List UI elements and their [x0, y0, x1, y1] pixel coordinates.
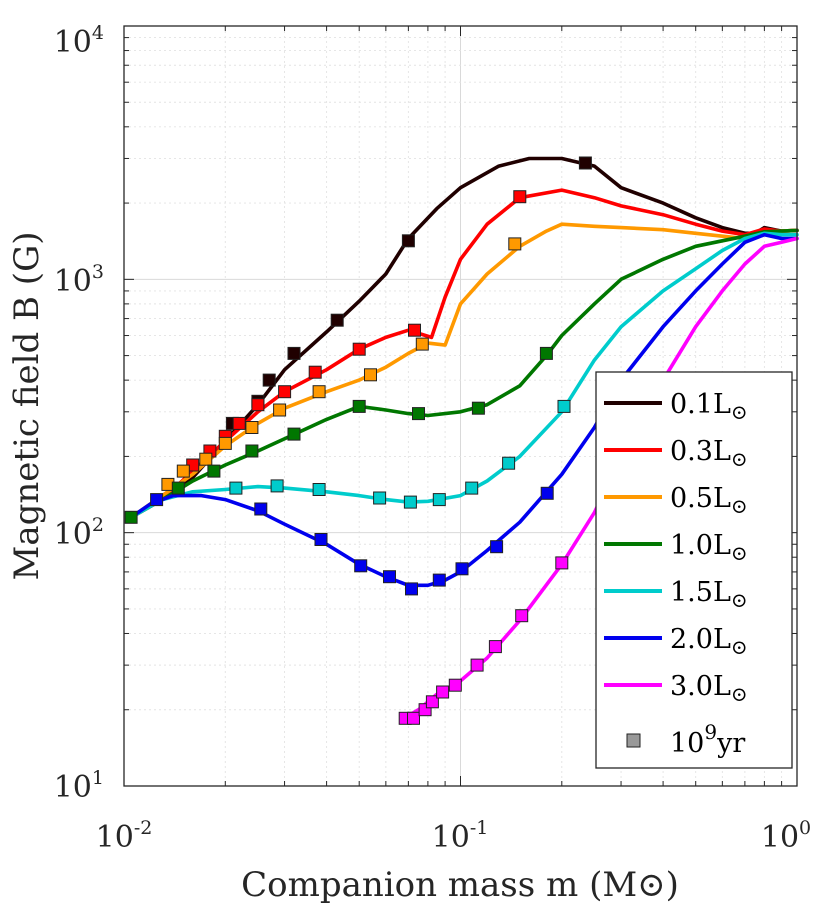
series-marker-1	[513, 190, 527, 204]
series-marker-2	[199, 452, 213, 466]
series-marker-6	[436, 685, 450, 699]
series-marker-2	[218, 436, 232, 450]
series-line-1	[129, 188, 799, 520]
series-marker-0	[401, 234, 415, 248]
legend-box	[595, 371, 793, 769]
series-marker-3	[539, 346, 553, 360]
series-marker-1	[251, 398, 265, 412]
x-axis-title: Companion mass m (M⊙)	[241, 865, 679, 905]
series-marker-6	[470, 658, 484, 672]
series-marker-4	[270, 479, 284, 493]
legend: 0.1L⊙ 0.3L⊙ 0.5L⊙ 1.0L⊙ 1.5L⊙ 2.0L⊙ 3.0L…	[595, 371, 793, 769]
series-marker-5	[540, 486, 554, 500]
legend-label-1: 0.3L⊙	[670, 436, 748, 471]
y-tick-label: 104	[54, 22, 104, 60]
series-marker-0	[287, 346, 301, 360]
series-markers	[124, 156, 592, 725]
series-marker-6	[515, 609, 529, 623]
series-marker-0	[262, 373, 276, 387]
series-marker-5	[405, 582, 418, 596]
y-tick-label: 101	[54, 767, 104, 805]
series-marker-3	[352, 399, 366, 413]
series-marker-4	[465, 481, 479, 495]
series-marker-6	[555, 556, 569, 570]
x-tick-label: 100	[761, 817, 811, 855]
series-marker-5	[150, 493, 164, 507]
axis-ticks	[123, 26, 797, 787]
series-marker-4	[557, 399, 571, 413]
series-marker-5	[254, 502, 268, 516]
x-tick-label: 10-1	[432, 817, 489, 855]
series-marker-6	[488, 640, 502, 654]
series-marker-1	[232, 416, 246, 430]
series-marker-3	[471, 401, 485, 415]
legend-label-5: 2.0L⊙	[670, 624, 748, 659]
legend-label-4: 1.5L⊙	[670, 577, 748, 612]
series-line-5	[129, 232, 799, 588]
series-marker-0	[578, 156, 592, 170]
series-marker-5	[383, 570, 396, 584]
series-marker-2	[176, 464, 190, 478]
y-tick-label: 103	[54, 261, 104, 299]
series-marker-4	[403, 495, 417, 509]
series-marker-5	[490, 540, 504, 554]
series-marker-1	[408, 323, 421, 337]
legend-label-6: 3.0L⊙	[670, 671, 748, 706]
series-marker-2	[312, 385, 326, 399]
y-axis-title: Magnetic field B (G)	[7, 232, 47, 581]
series-marker-6	[448, 678, 462, 692]
legend-label-0: 0.1L⊙	[670, 389, 748, 424]
series-marker-0	[330, 313, 344, 327]
series-marker-2	[245, 421, 259, 434]
series-marker-5	[314, 533, 328, 546]
legend-label-3: 1.0L⊙	[670, 530, 748, 565]
series-marker-3	[124, 510, 138, 524]
series-marker-4	[432, 493, 446, 507]
series-line-2	[129, 222, 799, 520]
series-marker-2	[415, 337, 429, 351]
series-marker-4	[229, 481, 243, 495]
series-marker-1	[308, 365, 322, 379]
series-marker-4	[312, 483, 326, 496]
series-marker-4	[502, 456, 516, 470]
series-marker-5	[455, 562, 469, 576]
series-marker-2	[273, 403, 287, 417]
series-marker-5	[432, 573, 446, 587]
legend-label-2: 0.5L⊙	[670, 483, 748, 518]
series-marker-2	[364, 368, 377, 382]
series-marker-3	[245, 444, 259, 458]
series-marker-3	[171, 481, 185, 495]
series-marker-1	[278, 385, 292, 399]
legend-label-marker: 109yr	[670, 720, 745, 759]
y-tick-label: 102	[54, 514, 104, 552]
series-marker-2	[508, 237, 522, 251]
series-marker-4	[373, 491, 387, 505]
series-marker-3	[207, 464, 221, 478]
x-tick-label: 10-2	[96, 817, 153, 855]
series-marker-3	[412, 407, 425, 421]
legend-marker-swatch	[626, 733, 641, 748]
series-marker-3	[287, 427, 301, 441]
series-marker-5	[354, 559, 368, 573]
series-marker-6	[407, 711, 420, 725]
series-marker-1	[352, 342, 366, 356]
series-marker-6	[425, 695, 439, 709]
